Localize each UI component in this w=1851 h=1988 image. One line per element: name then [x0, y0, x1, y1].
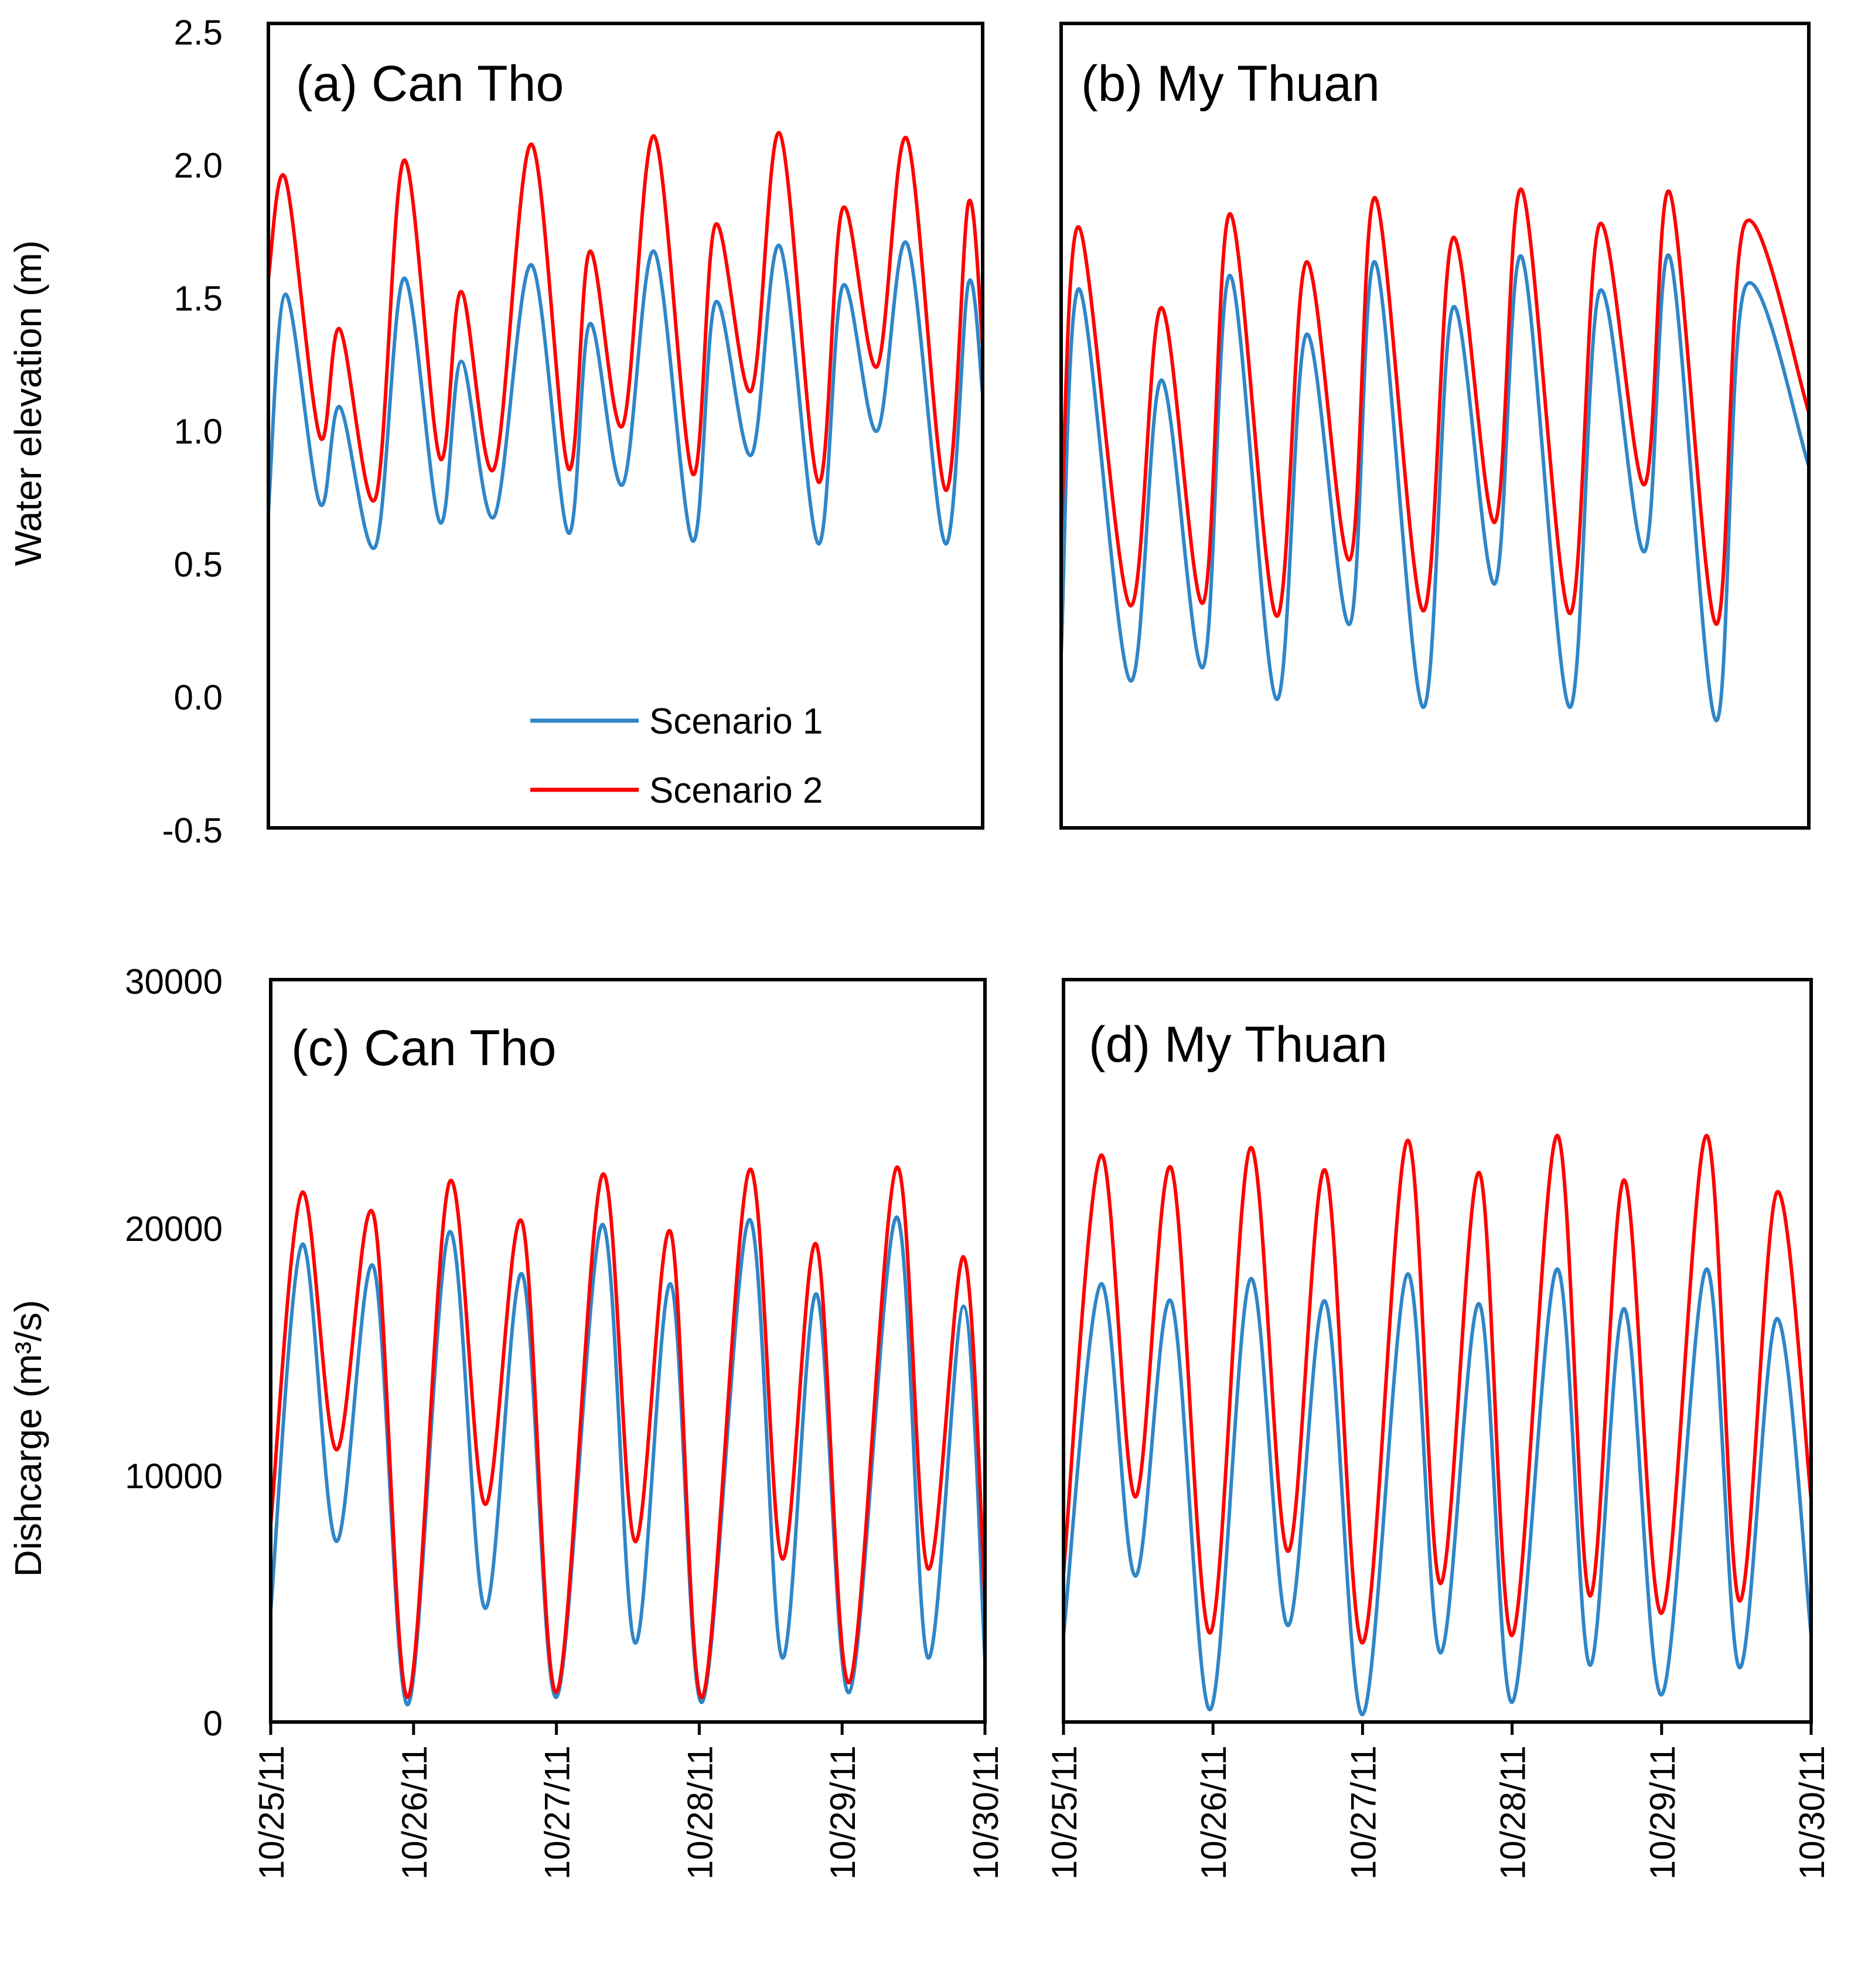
legend-scenario2-label: Scenario 2 — [649, 770, 823, 811]
discharge-tick-label: 20000 — [125, 1209, 223, 1249]
elevation-tick-labels: 2.5 2.0 1.5 1.0 0.5 0.0 -0.5 — [162, 13, 223, 850]
x-tick-label: 10/29/11 — [1643, 1745, 1682, 1880]
panel-a: (a) Can Tho Scenario 1 Scenario 2 — [267, 22, 984, 830]
panel-a-frame — [267, 22, 984, 830]
x-tick-label: 10/25/11 — [1045, 1745, 1084, 1880]
x-tick-label: 10/26/11 — [1194, 1745, 1233, 1880]
panel-c: (c) Can Tho — [269, 978, 987, 1724]
elevation-y-axis-label: Water elevation (m) — [7, 240, 49, 566]
x-tick-label: 10/28/11 — [680, 1745, 720, 1880]
elevation-tick-label: -0.5 — [162, 811, 223, 850]
panel-c-x-axis: 10/25/11 10/26/11 10/27/11 10/28/11 10/29/11… — [252, 1722, 1005, 1880]
x-tick-label: 10/26/11 — [395, 1745, 434, 1880]
elevation-tick-label: 2.0 — [174, 146, 223, 185]
legend: Scenario 1 Scenario 2 — [530, 701, 823, 811]
x-tick-label: 10/27/11 — [1344, 1745, 1383, 1880]
panel-d-title: (d) My Thuan — [1089, 1017, 1388, 1073]
panel-b-title: (b) My Thuan — [1081, 56, 1380, 112]
panel-d-scenario2-line — [1062, 1134, 1813, 1645]
legend-scenario1-label: Scenario 1 — [649, 701, 823, 742]
x-tick-label: 10/30/11 — [966, 1745, 1005, 1880]
panel-d-frame — [1062, 978, 1813, 1724]
discharge-tick-labels: 30000 20000 10000 0 — [125, 962, 223, 1743]
elevation-tick-label: 0.5 — [174, 545, 223, 584]
panel-c-frame — [269, 978, 987, 1724]
x-tick-label: 10/30/11 — [1792, 1745, 1832, 1880]
panel-d-x-axis: 10/25/11 10/26/11 10/27/11 10/28/11 10/29/11… — [1045, 1722, 1832, 1880]
panel-b-frame — [1059, 22, 1811, 830]
panel-a-title: (a) Can Tho — [296, 56, 564, 112]
elevation-tick-label: 1.5 — [174, 279, 223, 318]
elevation-tick-label: 2.5 — [174, 13, 223, 52]
panel-b: (b) My Thuan — [1059, 22, 1811, 830]
discharge-tick-label: 30000 — [125, 962, 223, 1001]
x-tick-label: 10/28/11 — [1494, 1745, 1533, 1880]
panel-c-scenario1-line — [269, 1215, 987, 1707]
discharge-tick-label: 10000 — [125, 1457, 223, 1496]
panel-d-scenario1-line — [1062, 1267, 1813, 1717]
discharge-y-axis-label: Dishcarge (m³/s) — [7, 1300, 49, 1577]
panel-a-scenario2-line — [267, 131, 984, 503]
x-tick-label: 10/29/11 — [823, 1745, 863, 1880]
panel-b-scenario1-line — [1059, 253, 1811, 722]
elevation-tick-label: 0.0 — [174, 678, 223, 717]
panel-c-title: (c) Can Tho — [291, 1020, 556, 1076]
panel-b-scenario2-line — [1059, 187, 1811, 626]
panel-d: (d) My Thuan — [1062, 978, 1813, 1724]
x-tick-label: 10/27/11 — [538, 1745, 577, 1880]
x-tick-label: 10/25/11 — [252, 1745, 291, 1880]
panel-a-scenario1-line — [267, 240, 984, 550]
elevation-tick-label: 1.0 — [174, 412, 223, 451]
panel-c-scenario2-line — [269, 1165, 987, 1699]
discharge-tick-label: 0 — [203, 1704, 223, 1743]
